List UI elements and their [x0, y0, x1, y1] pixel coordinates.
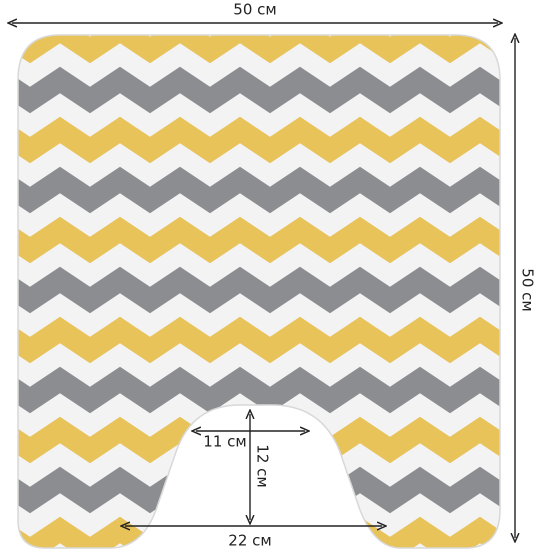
dimension-label: 22 см	[228, 532, 271, 550]
bath-mat	[17, 34, 501, 549]
dimension-label: 50 см	[233, 1, 276, 19]
dimension-label: 50 см	[519, 268, 536, 311]
dimension-label: 11 см	[203, 433, 246, 451]
dimension-label: 12 см	[254, 444, 272, 487]
